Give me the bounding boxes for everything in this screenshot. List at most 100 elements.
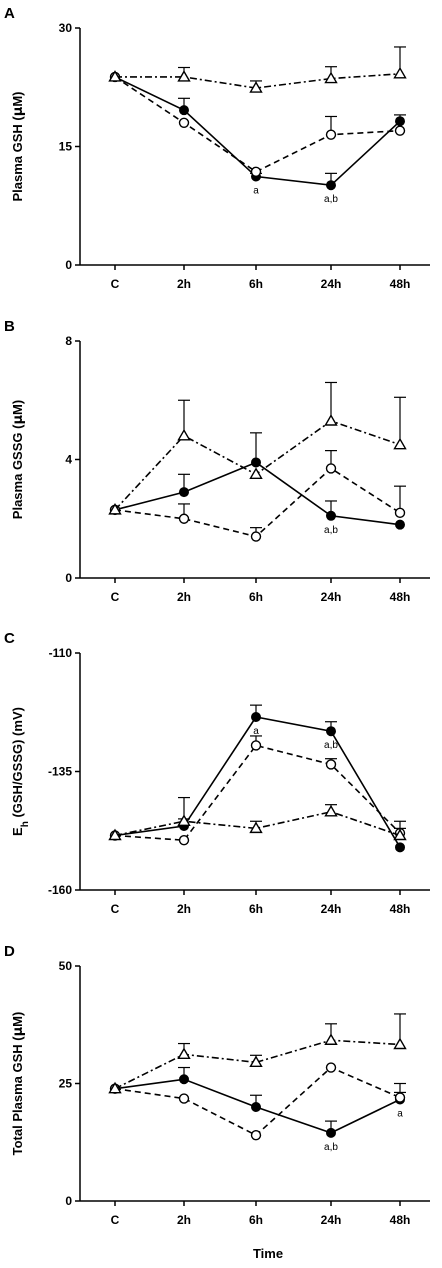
data-point xyxy=(177,428,191,441)
y-tick-label: -110 xyxy=(49,646,73,660)
data-point xyxy=(325,463,337,474)
data-point xyxy=(250,740,262,751)
y-tick-label: -135 xyxy=(48,765,72,779)
y-tick-label: -160 xyxy=(48,883,72,897)
panel-letter: B xyxy=(4,318,15,335)
panel-letter: D xyxy=(4,943,15,960)
y-tick-label: 0 xyxy=(65,258,72,272)
x-tick-label: C xyxy=(111,277,120,291)
y-axis-title: Eh (GSH/GSSG) (mV) xyxy=(10,707,31,836)
x-tick-label: 2h xyxy=(177,590,191,604)
x-tick-label: 24h xyxy=(321,902,342,916)
data-point xyxy=(393,437,407,450)
y-tick-label: 8 xyxy=(65,334,72,348)
x-tick-label: 24h xyxy=(321,1213,342,1227)
data-point xyxy=(393,66,407,79)
data-point xyxy=(251,457,261,468)
x-tick-label: 48h xyxy=(390,590,411,604)
data-point xyxy=(393,828,407,841)
y-axis-title: Total Plasma GSH (µM) xyxy=(10,1012,26,1156)
data-point xyxy=(179,1074,189,1085)
y-tick-label: 50 xyxy=(59,959,73,973)
x-tick-label: 6h xyxy=(249,277,263,291)
data-point xyxy=(324,804,338,817)
data-point xyxy=(251,711,261,722)
data-point xyxy=(324,71,338,84)
x-tick-label: 2h xyxy=(177,902,191,916)
data-point xyxy=(250,1129,262,1141)
x-axis-title: Time xyxy=(253,1246,283,1261)
x-tick-label: 48h xyxy=(390,1213,411,1227)
y-tick-label: 15 xyxy=(59,140,73,154)
data-point xyxy=(178,117,190,129)
data-point xyxy=(395,519,405,530)
x-tick-label: 2h xyxy=(177,1213,191,1227)
y-axis-title: Plasma GSH (µM) xyxy=(10,91,26,201)
data-point xyxy=(393,1037,407,1050)
data-point xyxy=(326,180,336,191)
x-tick-label: 2h xyxy=(177,277,191,291)
data-point xyxy=(249,81,263,93)
chart-panel-c: C -160 -135 -110 C 2h 6h 24h 48h Eh (GSH/GSSG) (m… xyxy=(4,630,430,916)
x-tick-label: 6h xyxy=(249,902,263,916)
x-tick-label: 24h xyxy=(321,590,342,604)
chart-panel-b: B 0 4 8 C 2h 6h 24h 48h Plasma GSSG (µM) a,b xyxy=(4,318,430,604)
significance-label: a,b xyxy=(324,525,338,536)
series-open-triangle xyxy=(108,796,407,841)
data-point xyxy=(108,502,122,515)
data-point xyxy=(108,70,122,82)
significance-label: a,b xyxy=(324,194,338,205)
data-point xyxy=(108,828,122,841)
data-point xyxy=(395,116,405,127)
y-tick-label: 0 xyxy=(65,1194,72,1208)
series-open-triangle xyxy=(108,381,407,515)
significance-label: a,b xyxy=(324,1142,338,1153)
data-point xyxy=(250,531,262,542)
panel-letter: C xyxy=(4,630,15,647)
y-tick-label: 4 xyxy=(65,453,72,467)
series-line xyxy=(114,1066,401,1137)
x-tick-label: C xyxy=(111,590,120,604)
data-point xyxy=(394,1092,406,1103)
data-point xyxy=(177,814,191,826)
data-point xyxy=(178,1093,190,1104)
data-point xyxy=(325,129,337,140)
data-point xyxy=(178,513,190,524)
data-point xyxy=(177,1047,191,1060)
series-open-triangle xyxy=(108,1013,407,1094)
data-point xyxy=(179,105,189,116)
x-tick-label: C xyxy=(111,1213,120,1227)
chart-panel-d: D 0 25 50 C 2h 6h 24h 48h Total Plasma GSH (µM) a,… xyxy=(4,943,430,1227)
data-point xyxy=(326,1127,336,1138)
y-tick-label: 25 xyxy=(59,1077,73,1091)
x-tick-label: 24h xyxy=(321,277,342,291)
x-tick-label: 48h xyxy=(390,277,411,291)
significance-label: a xyxy=(397,1108,403,1119)
significance-label: a,b xyxy=(324,740,338,751)
significance-label: a xyxy=(253,726,259,737)
y-axis-title: Plasma GSSG (µM) xyxy=(10,400,26,519)
x-tick-label: C xyxy=(111,902,120,916)
data-point xyxy=(394,507,406,519)
data-point xyxy=(249,821,263,834)
x-tick-label: 6h xyxy=(249,590,263,604)
data-point xyxy=(324,414,338,426)
data-point xyxy=(325,759,337,770)
series-line xyxy=(114,76,401,173)
data-point xyxy=(326,510,336,521)
y-tick-label: 0 xyxy=(65,571,72,585)
x-tick-label: 6h xyxy=(249,1213,263,1227)
panel-letter: A xyxy=(4,5,15,22)
data-point xyxy=(177,70,191,82)
data-point xyxy=(325,1062,337,1073)
data-point xyxy=(179,487,189,498)
series-filled-circle xyxy=(110,1066,406,1138)
series-line xyxy=(114,810,401,837)
data-point xyxy=(178,835,190,846)
data-point xyxy=(249,467,263,480)
data-point xyxy=(395,842,405,853)
significance-label: a xyxy=(253,186,259,197)
data-point xyxy=(251,1102,261,1112)
